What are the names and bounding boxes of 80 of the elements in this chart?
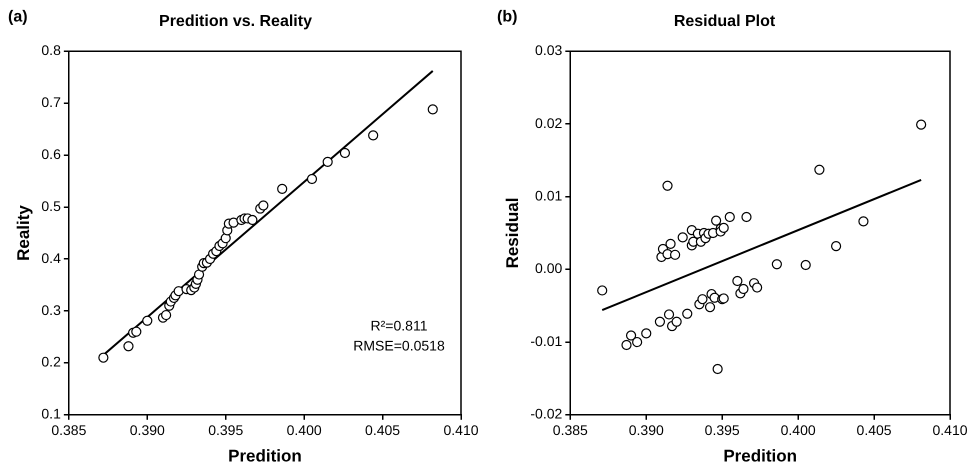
x-axis-title: Predition xyxy=(723,446,797,466)
point xyxy=(368,130,378,140)
x-tick-label: 0.405 xyxy=(365,422,400,438)
point xyxy=(626,330,636,341)
point xyxy=(670,250,680,260)
point xyxy=(732,276,742,286)
point xyxy=(632,336,642,348)
y-tick-label: 0.8 xyxy=(41,42,62,58)
y-tick-label: 0.02 xyxy=(535,114,563,131)
point xyxy=(131,326,142,337)
point xyxy=(711,216,722,226)
y-tick-label: 0.6 xyxy=(41,146,62,162)
chart-title: Predition vs. Reality xyxy=(159,13,312,30)
x-tick-label: 0.395 xyxy=(208,422,244,438)
point xyxy=(718,222,729,234)
point xyxy=(621,340,632,350)
point xyxy=(682,308,692,319)
y-tick-label: 0.5 xyxy=(41,198,62,214)
point xyxy=(277,184,288,194)
x-tick-label: 0.385 xyxy=(552,422,588,438)
text: (a) xyxy=(8,8,28,26)
point xyxy=(247,214,258,226)
text: (b) xyxy=(497,8,518,26)
annotation: RMSE=0.0518 xyxy=(353,338,445,354)
point xyxy=(664,309,674,320)
point xyxy=(228,218,239,228)
x-tick-label: 0.395 xyxy=(704,422,740,438)
y-tick-label: 0.7 xyxy=(41,94,62,110)
x-tick-label: 0.400 xyxy=(286,422,322,438)
point xyxy=(597,285,608,296)
point xyxy=(258,200,268,211)
x-tick-label: 0.390 xyxy=(130,422,166,438)
x-axis-title: Predition xyxy=(228,446,302,466)
point xyxy=(772,259,782,270)
y-tick-label: 0.01 xyxy=(535,188,563,204)
point xyxy=(724,212,735,222)
y-tick-label: 0.2 xyxy=(41,354,62,370)
y-axis-title: Reality xyxy=(14,204,33,261)
point xyxy=(340,148,350,158)
point xyxy=(916,120,926,130)
point xyxy=(194,269,204,280)
x-tick-label: 0.410 xyxy=(443,422,479,438)
point xyxy=(800,260,811,270)
chart-title: Residual Plot xyxy=(674,13,776,30)
point xyxy=(738,284,749,294)
point xyxy=(428,104,438,114)
y-tick-label: 0.4 xyxy=(41,250,62,266)
x-tick-label: 0.385 xyxy=(51,422,87,438)
point xyxy=(161,310,172,320)
x-tick-label: 0.405 xyxy=(856,422,892,438)
y-tick-label: -0.02 xyxy=(530,406,563,422)
point xyxy=(662,180,673,191)
point xyxy=(858,216,869,226)
point xyxy=(814,164,824,175)
point xyxy=(741,212,752,222)
y-tick-label: -0.01 xyxy=(530,332,563,349)
point xyxy=(712,364,723,374)
point xyxy=(641,328,652,338)
y-axis-title: Residual xyxy=(502,198,522,268)
point xyxy=(830,240,842,252)
y-tick-label: 0.3 xyxy=(41,302,62,318)
point xyxy=(654,316,666,327)
point xyxy=(697,294,708,304)
x-tick-label: 0.390 xyxy=(628,422,664,438)
point xyxy=(672,316,682,327)
point xyxy=(752,282,762,293)
point xyxy=(123,341,134,352)
point xyxy=(322,156,333,167)
point xyxy=(98,352,108,363)
point xyxy=(306,174,318,184)
point xyxy=(678,232,688,242)
point xyxy=(665,238,676,250)
x-tick-label: 0.400 xyxy=(780,422,816,438)
y-tick-label: 0.03 xyxy=(535,42,563,58)
x-tick-label: 0.410 xyxy=(932,422,968,438)
y-tick-label: 0.1 xyxy=(41,406,62,422)
annotation: R²=0.811 xyxy=(370,318,428,334)
y-tick-label: 0.00 xyxy=(535,260,563,276)
point xyxy=(142,316,152,326)
point xyxy=(704,302,716,312)
